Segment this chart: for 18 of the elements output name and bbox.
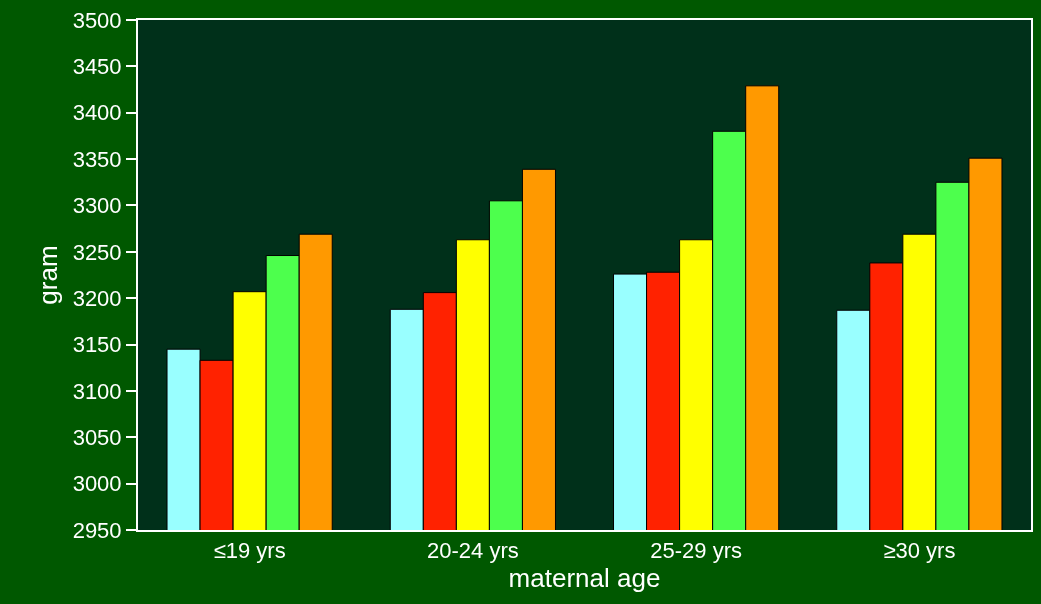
y-tick-label: 3100: [72, 378, 122, 404]
y-axis-title: gram: [32, 245, 63, 305]
y-tick-label: 3350: [72, 146, 122, 172]
x-tick-label: ≤19 yrs: [213, 538, 286, 564]
x-tick-label: 20-24 yrs: [427, 538, 519, 564]
y-tick-label: 3300: [72, 193, 122, 219]
y-tick-label: 3150: [72, 332, 122, 358]
y-tick-label: 3000: [72, 471, 122, 497]
y-tick-label: 3500: [72, 7, 122, 33]
y-tick-label: 3400: [72, 100, 122, 126]
x-tick-label: ≥30 yrs: [883, 538, 956, 564]
y-tick-label: 3200: [72, 285, 122, 311]
x-axis-title: maternal age: [508, 563, 661, 594]
y-tick-label: 3450: [72, 54, 122, 80]
y-tick-label: 2950: [72, 517, 122, 543]
y-tick-label: 3250: [72, 239, 122, 265]
y-tick-label: 3050: [72, 424, 122, 450]
x-tick-label: 25-29 yrs: [650, 538, 742, 564]
